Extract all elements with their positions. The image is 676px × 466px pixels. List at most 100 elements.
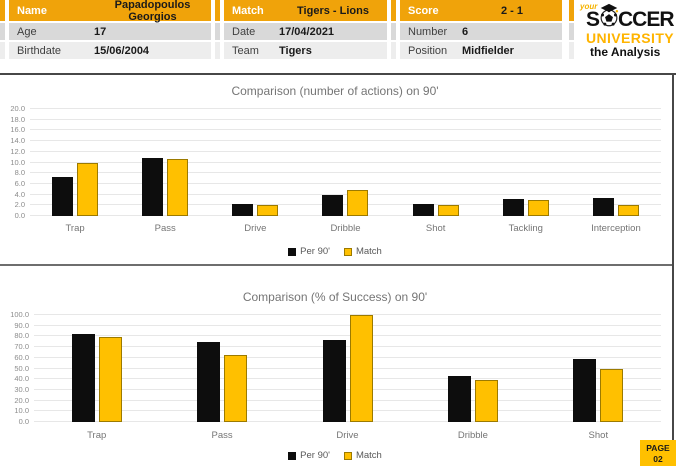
gridline bbox=[34, 367, 661, 369]
x-axis: Trap Pass Drive Dribble Shot Tackling Intercep… bbox=[30, 223, 661, 234]
legend-item: Per 90' bbox=[288, 246, 330, 257]
y-tick-label: 8.0 bbox=[14, 168, 25, 178]
age-value: 17 bbox=[94, 25, 107, 38]
age-label: Age bbox=[17, 25, 37, 38]
logo-letter-s: S bbox=[586, 7, 600, 31]
edge-strip bbox=[569, 0, 574, 59]
bar-per90-shot bbox=[412, 203, 434, 216]
page-number-badge: PAGE 02 bbox=[640, 440, 676, 466]
x-tick-label: Pass bbox=[211, 430, 233, 441]
legend-label: Per 90' bbox=[300, 450, 330, 461]
bar-match-pass bbox=[167, 159, 189, 216]
legend-label: Match bbox=[355, 246, 382, 257]
plot-area bbox=[34, 314, 661, 422]
edge-strip bbox=[391, 0, 396, 59]
table-row: Birthdate 15/06/2004 bbox=[9, 42, 211, 59]
y-tick-label: 40.0 bbox=[14, 374, 29, 384]
legend-item: Per 90' bbox=[288, 450, 330, 461]
bar-group-tackling bbox=[481, 109, 571, 216]
birthdate-label: Birthdate bbox=[17, 44, 62, 57]
legend-swatch bbox=[343, 247, 352, 256]
bar-per90-dribble bbox=[322, 195, 344, 216]
bar-match-drive bbox=[349, 315, 373, 422]
y-tick-label: 0.0 bbox=[18, 417, 29, 426]
bar-per90-trap bbox=[52, 177, 74, 216]
plot-area bbox=[30, 108, 661, 216]
y-tick-label: 50.0 bbox=[14, 363, 29, 373]
legend-swatch bbox=[288, 247, 297, 256]
x-tick-label: Trap bbox=[87, 430, 107, 441]
y-tick-label: 80.0 bbox=[14, 331, 29, 341]
bar-series bbox=[30, 109, 661, 216]
header-bar: Name Papadopoulos Georgios Age 17 Birthd… bbox=[0, 0, 676, 66]
y-tick-label: 0.0 bbox=[14, 211, 25, 220]
date-value: 17/04/2021 bbox=[279, 25, 335, 38]
bar-group-drive bbox=[210, 109, 300, 216]
match-info-table: Match Tigers - Lions Date 17/04/2021 Tea… bbox=[224, 0, 387, 59]
bar-per90-drive bbox=[232, 204, 254, 216]
soccer-ball-graduation-cap-icon bbox=[599, 3, 619, 31]
table-row: Score 2 - 1 bbox=[400, 0, 562, 21]
logo-soccer-text: S CCER bbox=[586, 3, 676, 31]
legend-swatch bbox=[288, 451, 297, 460]
gridline bbox=[30, 108, 661, 109]
x-tick-label: Trap bbox=[65, 223, 85, 234]
gridline bbox=[34, 335, 661, 337]
legend-label: Per 90' bbox=[300, 246, 330, 257]
score-header-label: Score bbox=[408, 4, 439, 17]
edge-strip bbox=[215, 0, 220, 59]
gridline bbox=[30, 193, 661, 195]
y-tick-label: 100.0 bbox=[10, 310, 29, 319]
x-tick-label: Shot bbox=[425, 223, 446, 234]
legend: Per 90' Match bbox=[0, 450, 670, 461]
y-tick-label: 4.0 bbox=[14, 189, 25, 199]
x-tick-label: Drive bbox=[244, 223, 267, 234]
bar-per90-dribble bbox=[447, 376, 471, 422]
gridline bbox=[30, 215, 661, 216]
bar-match-dribble bbox=[347, 189, 369, 216]
logo-analysis-text: the Analysis bbox=[590, 45, 661, 59]
gridline bbox=[34, 410, 661, 412]
score-value: 2 - 1 bbox=[500, 4, 523, 17]
bar-match-pass bbox=[224, 355, 248, 422]
gridline bbox=[30, 204, 661, 206]
y-tick-label: 12.0 bbox=[10, 146, 25, 156]
legend-swatch bbox=[343, 451, 352, 460]
x-tick-label: Dribble bbox=[330, 223, 361, 234]
bar-per90-drive bbox=[322, 339, 346, 422]
table-row: Number 6 bbox=[400, 23, 562, 40]
logo-your-text: your bbox=[580, 2, 598, 11]
y-tick-label: 30.0 bbox=[14, 384, 29, 394]
number-label: Number bbox=[408, 25, 448, 38]
page-badge-number: 02 bbox=[653, 454, 663, 464]
logo-university-text: UNIVERSITY bbox=[586, 30, 675, 46]
bar-group-shot bbox=[536, 315, 661, 422]
x-tick-label: Shot bbox=[588, 430, 609, 441]
y-tick-label: 20.0 bbox=[14, 395, 29, 405]
y-tick-label: 6.0 bbox=[14, 178, 25, 188]
score-info-table: Score 2 - 1 Number 6 Position Midfielder bbox=[400, 0, 562, 59]
x-tick-label: Tackling bbox=[508, 223, 543, 234]
legend-item: Match bbox=[343, 246, 382, 257]
bar-match-trap bbox=[98, 337, 122, 422]
gridline bbox=[34, 421, 661, 422]
bar-group-trap bbox=[34, 315, 159, 422]
bar-per90-pass bbox=[197, 342, 221, 422]
bar-group-pass bbox=[120, 109, 210, 216]
y-tick-label: 20.0 bbox=[10, 104, 25, 113]
bar-group-pass bbox=[159, 315, 284, 422]
number-value: 6 bbox=[462, 25, 469, 38]
bar-series bbox=[34, 315, 661, 422]
logo-letters-ccer: CCER bbox=[618, 7, 675, 31]
date-label: Date bbox=[232, 25, 256, 38]
x-tick-label: Pass bbox=[154, 223, 176, 234]
legend-label: Match bbox=[355, 450, 382, 461]
bar-match-interception bbox=[617, 205, 639, 216]
gridline bbox=[30, 161, 661, 163]
gridline bbox=[30, 150, 661, 152]
chart-title: Comparison (% of Success) on 90' bbox=[242, 290, 428, 304]
legend: Per 90' Match bbox=[0, 246, 670, 257]
legend-item: Match bbox=[343, 450, 382, 461]
chart-number-of-actions: Comparison (number of actions) on 90' 0.… bbox=[0, 77, 670, 263]
y-axis: 0.0 10.0 20.0 30.0 40.0 50.0 60.0 70.0 80.0 90.0 1… bbox=[0, 311, 29, 426]
